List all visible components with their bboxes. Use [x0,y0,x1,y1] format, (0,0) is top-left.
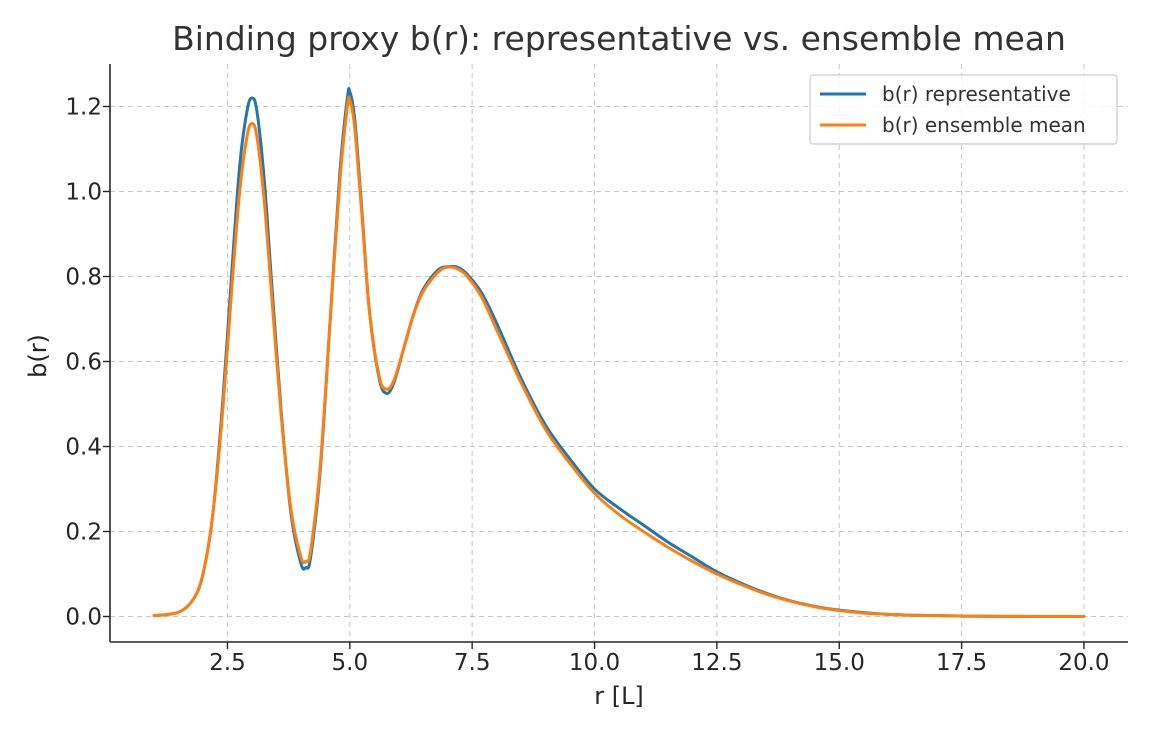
series-layer [152,87,1086,618]
x-tick-label: 15.0 [814,650,865,676]
y-tick-label: 0.8 [65,265,102,291]
x-tick-label: 12.5 [691,650,742,676]
chart-title: Binding proxy b(r): representative vs. e… [172,19,1066,58]
y-ticks: 0.0 0.2 0.4 0.6 0.8 1.0 1.2 [65,95,110,631]
legend-label-ensemble-mean: b(r) ensemble mean [882,113,1086,137]
legend-label-representative: b(r) representative [882,82,1071,106]
y-tick-label: 0.0 [65,605,102,631]
y-tick-label: 0.4 [65,435,102,461]
y-tick-label: 1.2 [65,95,102,121]
y-tick-label: 1.0 [65,180,102,206]
x-ticks: 2.5 5.0 7.5 10.0 12.5 15.0 17.5 20.0 [209,642,1110,676]
x-axis-label: r [L] [594,682,644,710]
x-tick-label: 17.5 [936,650,987,676]
x-tick-label: 2.5 [209,650,246,676]
series-line-ensemble-mean [152,95,1086,618]
x-tick-label: 10.0 [569,650,620,676]
x-tick-label: 20.0 [1058,650,1109,676]
series-line-representative [152,87,1086,618]
x-tick-label: 7.5 [454,650,491,676]
axes-layer [109,64,1128,643]
legend-box [809,74,1118,145]
x-tick-label: 5.0 [332,650,369,676]
y-axis-label: b(r) [24,334,52,378]
y-tick-label: 0.6 [65,350,102,376]
legend: b(r) representative b(r) ensemble mean [809,74,1118,145]
y-tick-label: 0.2 [65,520,102,546]
